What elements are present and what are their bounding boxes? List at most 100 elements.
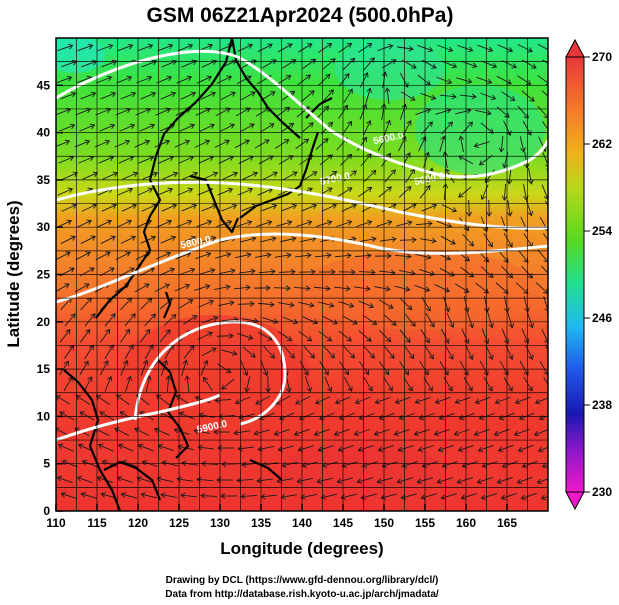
streamline-segment <box>435 396 451 404</box>
streamline-arrowhead <box>406 120 412 126</box>
streamline-arrowhead <box>528 322 535 329</box>
streamline-arrowhead <box>364 369 370 376</box>
streamline-arrowhead <box>144 283 150 289</box>
streamline-segment <box>379 330 391 342</box>
streamline-segment <box>315 138 329 150</box>
y-tick-label: 0 <box>43 504 50 518</box>
streamline-arrowhead <box>106 375 113 382</box>
streamline-segment <box>528 168 532 184</box>
streamline-arrowhead <box>89 267 95 273</box>
streamline-segment <box>179 268 195 276</box>
streamline-segment <box>139 124 155 132</box>
streamline-arrowhead <box>305 74 311 80</box>
streamline-arrowhead <box>272 171 278 177</box>
streamline-arrowhead <box>448 354 454 360</box>
streamline-segment <box>343 376 353 392</box>
streamline-arrowhead <box>162 359 169 366</box>
streamline-segment <box>360 238 376 242</box>
streamline-segment <box>397 46 413 50</box>
streamline-segment <box>237 333 253 339</box>
streamline-segment <box>116 220 132 228</box>
streamline-arrowhead <box>151 59 158 66</box>
streamline-segment <box>394 429 410 435</box>
streamline-segment <box>537 249 548 263</box>
streamline-segment <box>61 60 77 68</box>
streamline-segment <box>233 286 251 290</box>
streamline-arrowhead <box>145 251 151 257</box>
streamline-segment <box>198 446 214 450</box>
streamline-segment <box>122 172 138 180</box>
streamline-segment <box>323 171 337 181</box>
x-tick-label: 125 <box>169 516 189 530</box>
streamline-segment <box>455 109 471 115</box>
streamline-arrowhead <box>272 318 279 325</box>
streamline-arrowhead <box>224 139 230 145</box>
streamline-arrowhead <box>384 369 390 376</box>
streamline-segment <box>439 94 457 98</box>
streamline-segment <box>235 107 251 117</box>
streamline-arrowhead <box>269 353 276 359</box>
streamline-segment <box>162 172 178 180</box>
streamline-arrowhead <box>84 139 91 146</box>
streamline-arrowhead <box>407 304 413 311</box>
streamline-arrowhead <box>487 46 494 53</box>
streamline-segment <box>161 204 177 212</box>
streamline-arrowhead <box>251 236 257 242</box>
streamline-arrowhead <box>514 398 521 405</box>
y-tick-label: 5 <box>43 457 50 471</box>
streamline-arrowhead <box>255 399 261 405</box>
streamline-segment <box>77 44 93 52</box>
streamline-arrowhead <box>266 219 273 226</box>
streamline-arrowhead <box>347 153 353 160</box>
streamline-segment <box>120 329 130 343</box>
streamline-arrowhead <box>126 75 133 82</box>
streamline-arrowhead <box>305 285 311 292</box>
streamline-arrowhead <box>427 386 433 392</box>
streamline-segment <box>414 284 430 292</box>
streamline-segment <box>338 445 354 451</box>
streamline-arrowhead <box>503 338 510 345</box>
streamline-segment <box>461 493 477 499</box>
streamline-arrowhead <box>317 446 324 453</box>
streamline-segment <box>218 156 234 164</box>
streamline-arrowhead <box>110 313 116 319</box>
streamline-arrowhead <box>225 107 231 113</box>
streamline-arrowhead <box>119 411 125 417</box>
streamline-segment <box>477 44 493 52</box>
streamline-arrowhead <box>155 394 162 400</box>
streamline-arrowhead <box>231 203 238 210</box>
streamline-arrowhead <box>433 430 440 437</box>
streamline-segment <box>140 92 156 100</box>
streamline-segment <box>377 44 393 52</box>
streamline-segment <box>254 429 270 435</box>
streamline-arrowhead <box>110 91 117 98</box>
streamline-arrowhead <box>269 123 275 129</box>
streamline-arrowhead <box>114 427 120 433</box>
streamline-segment <box>236 75 252 85</box>
streamline-segment <box>56 283 70 292</box>
streamline-arrowhead <box>217 445 223 451</box>
streamline-arrowhead <box>351 170 357 176</box>
colorbar-ticks: 270 262 254 246 238 230 <box>584 50 612 499</box>
streamline-arrowhead <box>451 62 458 69</box>
streamline-arrowhead <box>405 286 411 292</box>
streamline-arrowhead <box>474 398 481 405</box>
streamline-segment <box>321 204 337 212</box>
streamline-arrowhead <box>291 203 298 210</box>
cool-low-east <box>415 85 545 175</box>
streamline-segment <box>354 428 370 436</box>
streamline-arrowhead <box>197 444 203 451</box>
streamline-arrowhead <box>440 494 447 500</box>
streamline-arrowhead <box>126 375 133 382</box>
streamline-segment <box>434 284 450 292</box>
streamline-arrowhead <box>57 443 64 449</box>
streamline-segment <box>501 91 515 101</box>
streamline-segment <box>302 316 318 324</box>
streamline-arrowhead <box>246 252 252 258</box>
streamline-arrowhead <box>200 492 206 499</box>
streamline-segment <box>195 108 211 116</box>
streamline-arrowhead <box>376 478 382 484</box>
streamline-arrowhead <box>253 317 259 324</box>
streamline-arrowhead <box>59 411 65 417</box>
streamline-segment <box>120 236 136 244</box>
